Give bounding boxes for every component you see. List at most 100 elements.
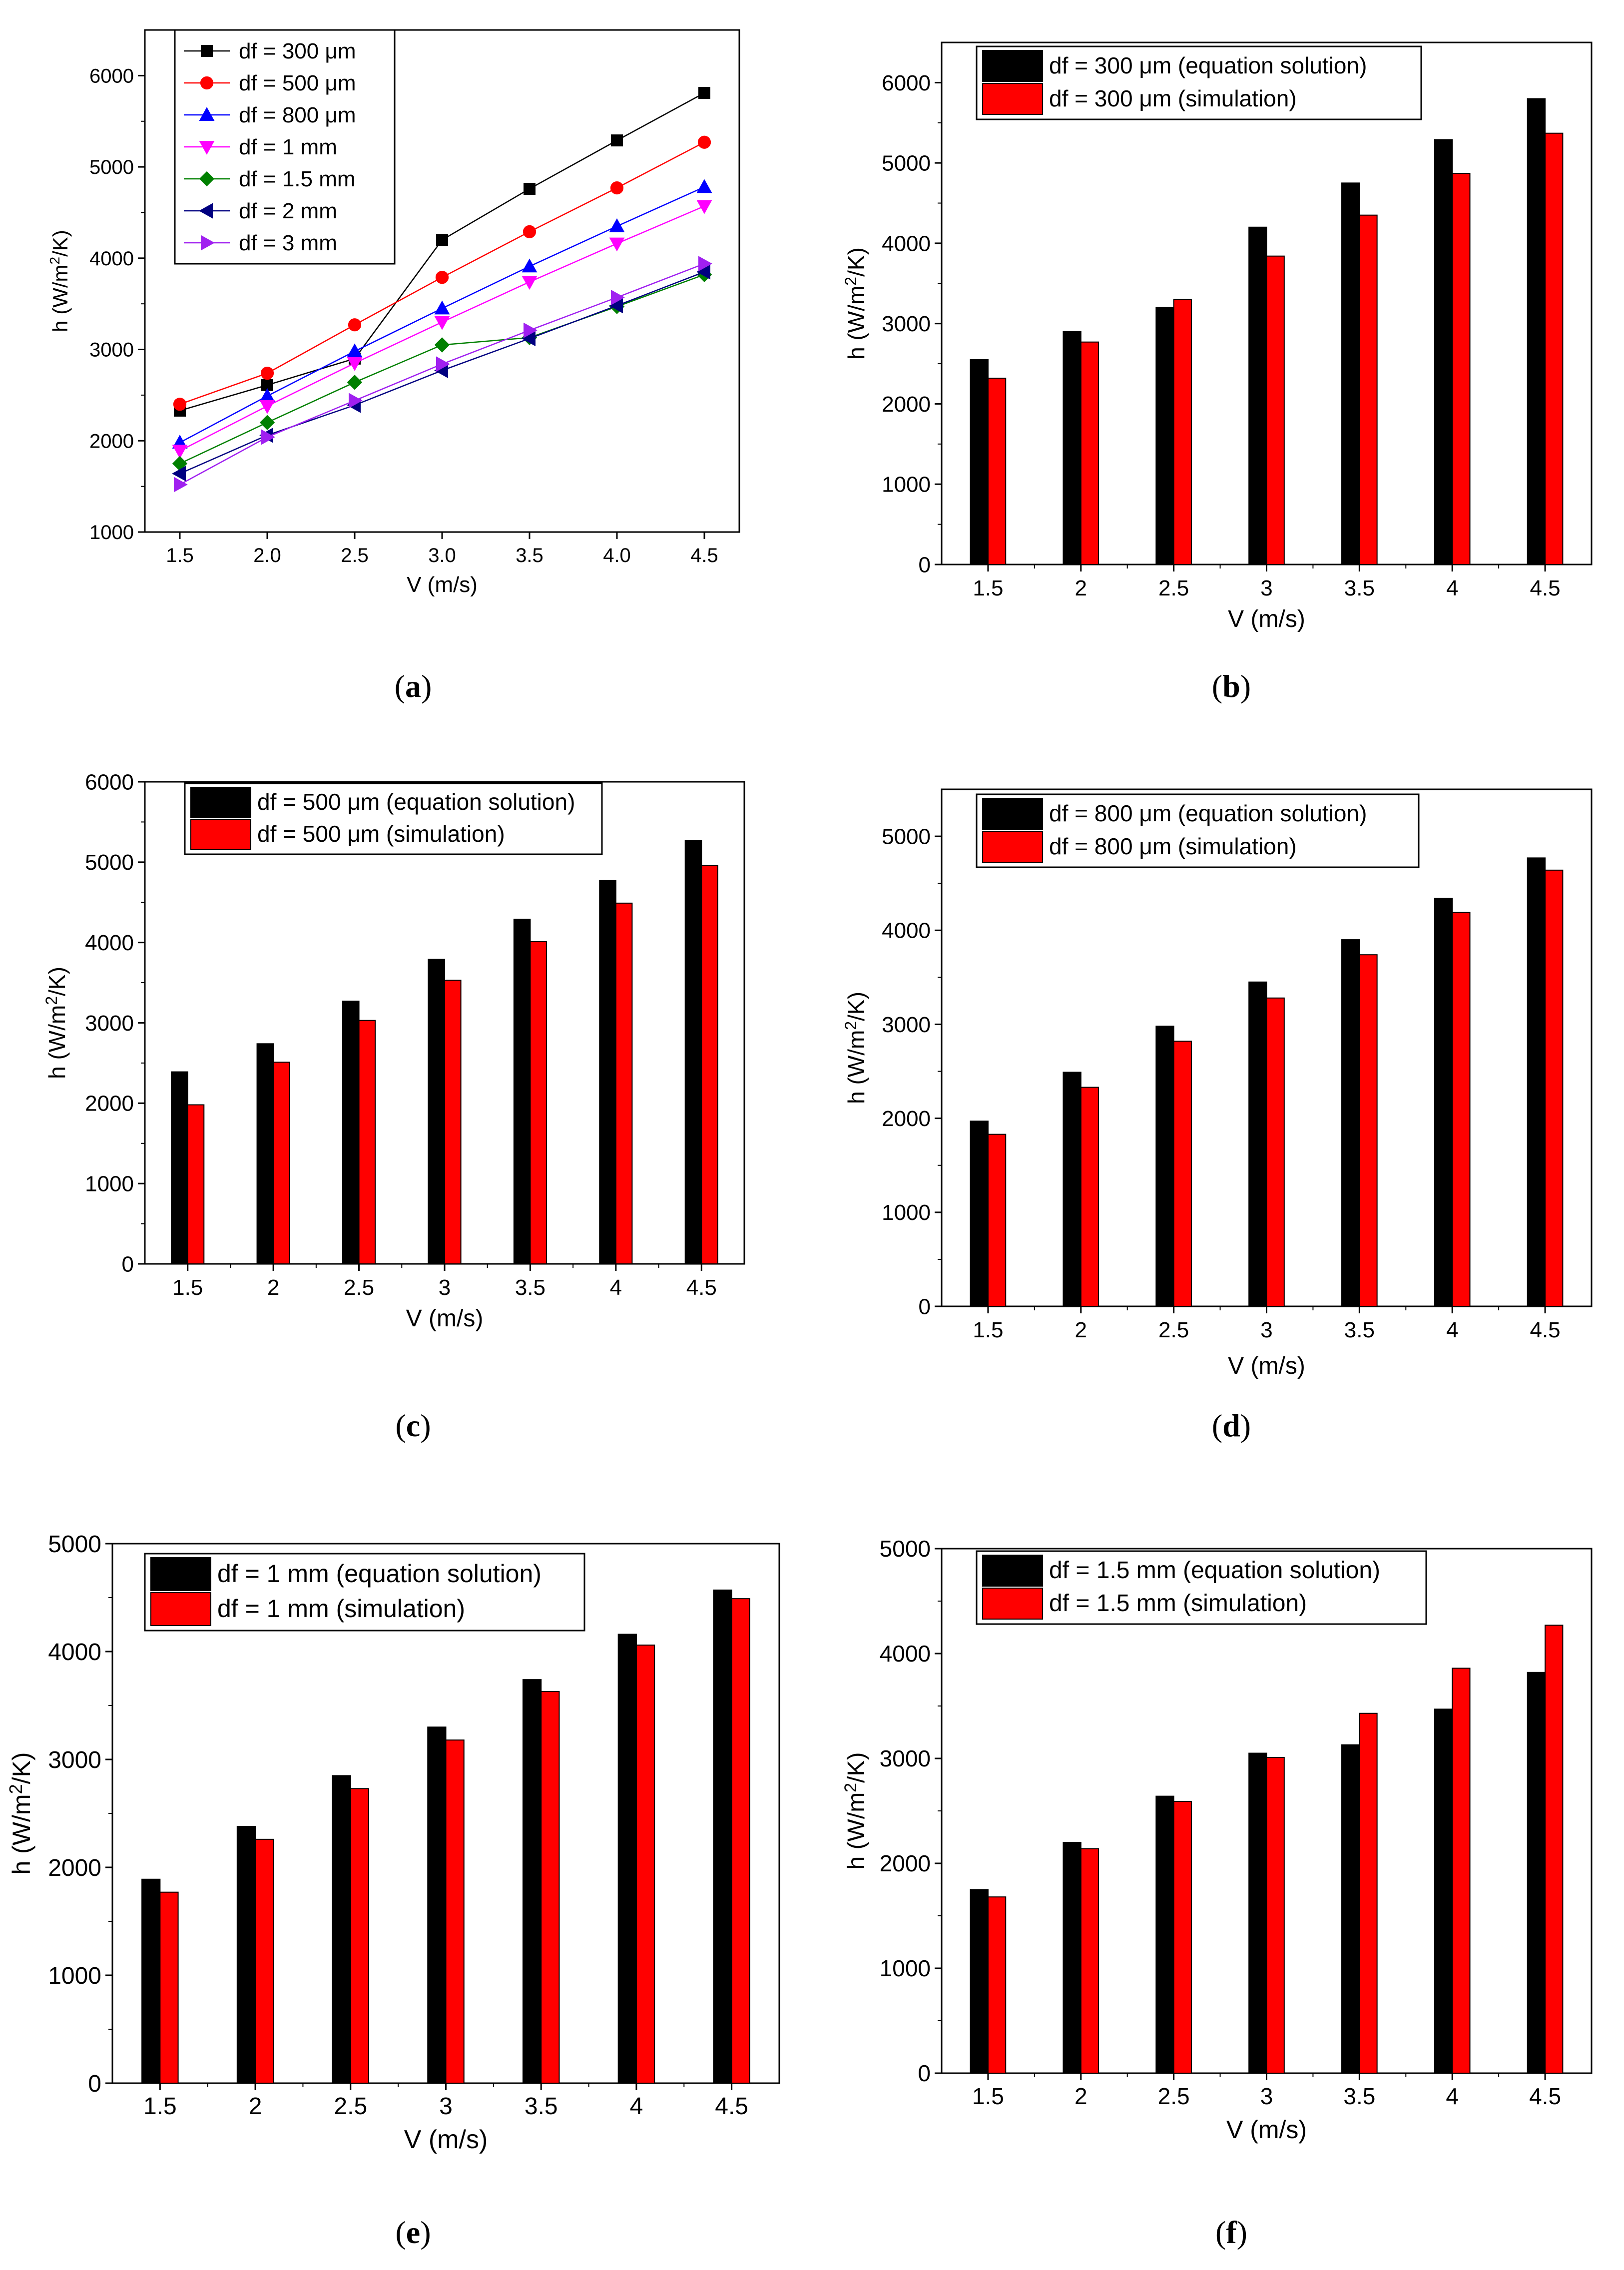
data-point (434, 300, 450, 315)
bar-simulation (701, 865, 718, 1265)
y-axis-label: h (W/m2/K) (842, 992, 869, 1104)
legend-swatch (982, 50, 1043, 82)
legend-label: df = 800 μm (equation solution) (1049, 800, 1367, 826)
data-point (698, 87, 710, 99)
legend-label: df = 300 μm (simulation) (1049, 85, 1297, 111)
data-point (609, 298, 623, 314)
legend-swatch (982, 831, 1043, 863)
bar-equation (1341, 1744, 1360, 2074)
y-tick-label: 3000 (48, 1747, 101, 1773)
bar-simulation (1452, 912, 1471, 1307)
y-tick-label: 2000 (882, 392, 931, 417)
data-point (698, 256, 712, 272)
data-point (696, 264, 710, 280)
x-tick-label: 4 (610, 1275, 622, 1300)
data-point (524, 322, 538, 338)
legend-box (144, 1553, 585, 1632)
x-tick-label: 2.5 (341, 545, 369, 567)
legend-label: df = 1.5 mm (simulation) (1049, 1590, 1307, 1617)
data-point (611, 289, 625, 305)
data-point (259, 415, 275, 430)
x-tick-label: 3.5 (1344, 1318, 1375, 1342)
legend-swatch (150, 1557, 211, 1591)
x-tick-label: 4.5 (1529, 2083, 1561, 2109)
x-tick-label: 4 (1446, 576, 1458, 600)
panel-caption: (f) (1215, 2215, 1247, 2250)
bar-equation (428, 959, 446, 1264)
legend-box (976, 45, 1422, 120)
legend-swatch (190, 787, 251, 818)
bar-equation (970, 1121, 989, 1307)
bar-simulation (731, 1598, 750, 2084)
x-tick-label: 2.5 (1158, 1318, 1189, 1342)
bar-simulation (1173, 1041, 1192, 1307)
bar-equation (1155, 1795, 1174, 2074)
legend-label: df = 1.5 mm (239, 167, 356, 191)
bar-simulation (987, 1896, 1007, 2074)
bar-simulation (444, 980, 462, 1264)
x-tick-label: 2.5 (344, 1275, 374, 1300)
x-tick-label: 1.5 (973, 1318, 1003, 1342)
y-tick-label: 2000 (85, 1092, 134, 1116)
x-tick-label: 4.5 (1530, 576, 1560, 600)
y-tick-label: 3000 (882, 312, 931, 336)
bar-equation (1248, 981, 1267, 1307)
y-tick-label: 2000 (880, 1850, 931, 1876)
x-tick-label: 4 (1446, 2083, 1459, 2109)
y-tick-label: 0 (88, 2071, 101, 2097)
legend-marker (199, 171, 215, 187)
y-tick-label: 2000 (48, 1855, 101, 1881)
x-tick-label: 3.5 (525, 2093, 558, 2120)
legend-swatch (982, 83, 1043, 115)
y-tick-label: 6000 (85, 770, 134, 794)
y-tick-label: 4000 (882, 919, 931, 943)
y-tick-label: 1000 (48, 1963, 101, 1989)
legend-swatch (150, 1592, 211, 1626)
y-tick-label: 4000 (89, 248, 134, 270)
data-point (434, 316, 450, 330)
bar-simulation (1173, 1801, 1192, 2074)
x-axis-label: V (m/s) (1228, 606, 1305, 632)
x-tick-label: 2.5 (334, 2093, 367, 2120)
x-tick-label: 3.5 (516, 545, 543, 567)
bar-simulation (987, 378, 1007, 565)
y-tick-label: 4000 (85, 931, 134, 955)
bar-equation (1527, 857, 1546, 1307)
legend-label: df = 300 μm (equation solution) (1049, 52, 1367, 78)
y-tick-label: 1000 (882, 1200, 931, 1225)
legend-label: df = 1 mm (239, 135, 337, 159)
bar-equation (1248, 1752, 1267, 2074)
bar-simulation (1266, 255, 1285, 565)
y-axis-label: h (W/m2/K) (841, 1752, 870, 1870)
x-tick-label: 4.5 (1530, 1318, 1560, 1342)
bar-equation (427, 1726, 447, 2084)
legend-label: df = 3 mm (239, 231, 337, 255)
y-tick-label: 1000 (85, 1172, 134, 1196)
bar-simulation (1359, 214, 1378, 565)
data-point (610, 181, 624, 195)
data-point (523, 225, 537, 238)
x-tick-label: 2.5 (1158, 2083, 1190, 2109)
bar-simulation (1452, 1668, 1471, 2074)
legend-marker (201, 45, 213, 57)
y-axis-label: h (W/m2/K) (42, 967, 70, 1079)
data-point (347, 357, 363, 371)
bar-simulation (358, 1020, 376, 1265)
bar-equation (1527, 1672, 1546, 2074)
x-tick-label: 3 (439, 2093, 453, 2120)
bar-equation (1248, 226, 1267, 565)
bar-equation (342, 1001, 360, 1264)
x-tick-label: 4.5 (686, 1275, 717, 1300)
x-tick-label: 3.0 (428, 545, 456, 567)
bar-simulation (273, 1062, 290, 1265)
y-tick-label: 6000 (89, 65, 134, 87)
x-axis-label: V (m/s) (1226, 2116, 1307, 2144)
y-tick-label: 0 (919, 553, 931, 577)
bar-equation (713, 1589, 732, 2084)
data-point (609, 237, 625, 252)
x-tick-label: 2.5 (1158, 576, 1189, 600)
data-point (261, 429, 275, 445)
legend-label: df = 2 mm (239, 199, 337, 223)
legend-label: df = 800 μm (simulation) (1049, 833, 1297, 859)
bar-equation (141, 1878, 161, 2084)
